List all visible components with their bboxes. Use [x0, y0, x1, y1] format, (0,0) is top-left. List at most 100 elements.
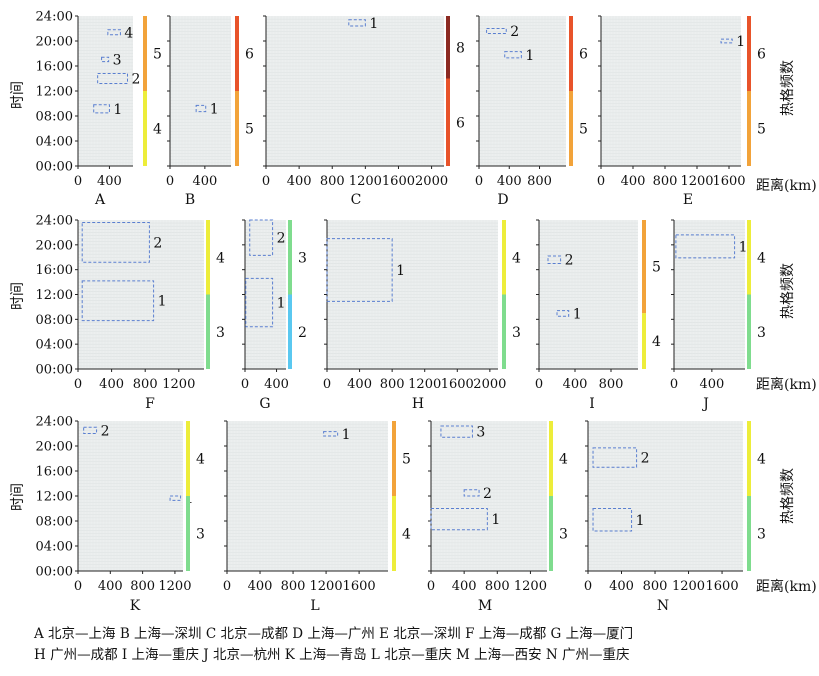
- colorbar-segment: [446, 16, 450, 79]
- y-tick-label: 24:00: [36, 214, 73, 229]
- panel-c: 0 400 800 1200 1600 2000 1 6 8 C: [262, 15, 465, 208]
- x-unit-label: 距离(km): [756, 376, 817, 393]
- hotspot-label: 1: [277, 296, 286, 312]
- y-tick-label: 20:00: [36, 238, 73, 253]
- x-tick-label: 400: [98, 579, 123, 594]
- panel-l: 0 400 800 1200 1600 1 4 5 L: [223, 420, 411, 614]
- x-tick-label: 0: [427, 579, 435, 594]
- hotspot-label: 1: [739, 239, 748, 255]
- x-tick-label: 0: [241, 377, 249, 392]
- x-tick-label: 0: [74, 377, 82, 392]
- colorbar-segment: [446, 78, 450, 166]
- panel-letter: K: [130, 598, 141, 614]
- panel-letter: B: [185, 192, 195, 208]
- panel-i: 0 400 800 1 2 4 5 I: [535, 219, 661, 412]
- colorbar-value: 5: [757, 122, 766, 138]
- hotspot-box: [430, 508, 488, 531]
- x-tick-label: 1600: [343, 579, 376, 594]
- hotspot-box: [323, 431, 339, 437]
- hotspot-label: 3: [476, 425, 485, 441]
- hotspot-label: 2: [641, 451, 650, 467]
- colorbar-value: 6: [579, 47, 588, 63]
- hotspot-label: 1: [491, 512, 500, 528]
- x-tick-label: 400: [609, 579, 634, 594]
- panel-h: 0 400 800 1200 1600 2000 1 3 4 H: [323, 219, 521, 412]
- hotspot-box: [463, 489, 480, 497]
- colorbar-segment: [392, 496, 396, 571]
- panel-f: 00:00 04:00 08:00 12:00 16:00 20:00 24:00 0 400 8…: [36, 214, 225, 413]
- y-tick-label: 20:00: [36, 440, 73, 455]
- x-tick-label: 0: [535, 377, 543, 392]
- colorbar-value: 5: [652, 260, 661, 276]
- colorbar-value: 5: [153, 47, 162, 63]
- y-tick-label: 08:00: [36, 515, 73, 530]
- colorbar-title: 热格频数: [780, 60, 796, 116]
- hotspot-label: 2: [510, 24, 519, 40]
- panel-letter: J: [701, 396, 709, 412]
- y-tick-label: 04:00: [36, 338, 73, 353]
- y-tick-label: 12:00: [36, 288, 73, 303]
- hotspot-box: [504, 51, 522, 59]
- x-unit-label: 距离(km): [756, 177, 817, 194]
- hotspot-label: 2: [153, 235, 162, 251]
- panel-b: 0 400 1 5 6 B: [166, 15, 254, 208]
- hotspot-label: 1: [525, 48, 534, 64]
- colorbar-value: 6: [456, 115, 465, 131]
- panel-letter: M: [478, 598, 492, 614]
- hotspot-box: [169, 495, 182, 501]
- x-tick-label: 0: [223, 579, 231, 594]
- x-tick-label: 0: [323, 377, 331, 392]
- hotspot-label: 1: [396, 263, 405, 279]
- y-tick-label: 04:00: [36, 540, 73, 555]
- panel-k: 00:00 04:00 08:00 12:00 16:00 20:00 24:00 0 400 8…: [36, 415, 205, 615]
- colorbar-segment: [235, 16, 239, 91]
- colorbar-value: 4: [559, 452, 568, 468]
- hotspot-box: [592, 447, 638, 468]
- x-tick-label: 1200: [514, 579, 547, 594]
- colorbar-value: 5: [402, 452, 411, 468]
- x-tick-label: 400: [621, 174, 646, 189]
- x-tick-label: 800: [130, 579, 155, 594]
- panel-n: 0 400 800 1200 1600 1 2 3 4 N: [584, 420, 766, 614]
- x-tick-label: 800: [653, 174, 678, 189]
- colorbar-value: 5: [579, 122, 588, 138]
- x-tick-label: 400: [347, 377, 372, 392]
- y-tick-label: 16:00: [36, 263, 73, 278]
- hotspot-box: [720, 38, 733, 44]
- x-tick-label: 400: [97, 174, 122, 189]
- x-unit-label: 距离(km): [756, 578, 817, 595]
- y-tick-label: 04:00: [36, 135, 73, 150]
- x-tick-label: 800: [281, 579, 306, 594]
- colorbar-segment: [549, 496, 553, 571]
- y-tick-label: 00:00: [36, 565, 73, 580]
- colorbar-title: 热格频数: [780, 263, 796, 319]
- colorbar-segment: [206, 220, 210, 295]
- x-tick-label: 400: [563, 377, 588, 392]
- hotspot-box: [326, 238, 393, 302]
- colorbar-segment: [747, 421, 751, 496]
- hotspot-label: 2: [277, 231, 286, 247]
- colorbar-segment: [747, 220, 751, 295]
- x-tick-label: 0: [166, 174, 174, 189]
- hotspot-label: 2: [132, 72, 141, 88]
- x-tick-label: 400: [497, 174, 522, 189]
- x-tick-label: 2000: [473, 377, 506, 392]
- hotspot-box: [81, 280, 155, 322]
- panel-m: 0 400 800 1200 1 2 3 3 4 M: [427, 420, 568, 614]
- colorbar-segment: [642, 220, 646, 314]
- x-tick-label: 1200: [349, 174, 382, 189]
- hotspot-box: [486, 28, 507, 34]
- colorbar-value: 8: [456, 40, 465, 56]
- colorbar-segment: [392, 421, 396, 496]
- x-tick-label: 800: [133, 377, 158, 392]
- hotspot-box: [101, 56, 110, 63]
- x-tick-label: 1200: [672, 579, 705, 594]
- hotspot-box: [556, 310, 570, 317]
- hotspot-box: [245, 277, 274, 328]
- hotspot-label: 3: [113, 52, 122, 68]
- colorbar-segment: [288, 220, 292, 295]
- y-tick-label: 12:00: [36, 85, 73, 100]
